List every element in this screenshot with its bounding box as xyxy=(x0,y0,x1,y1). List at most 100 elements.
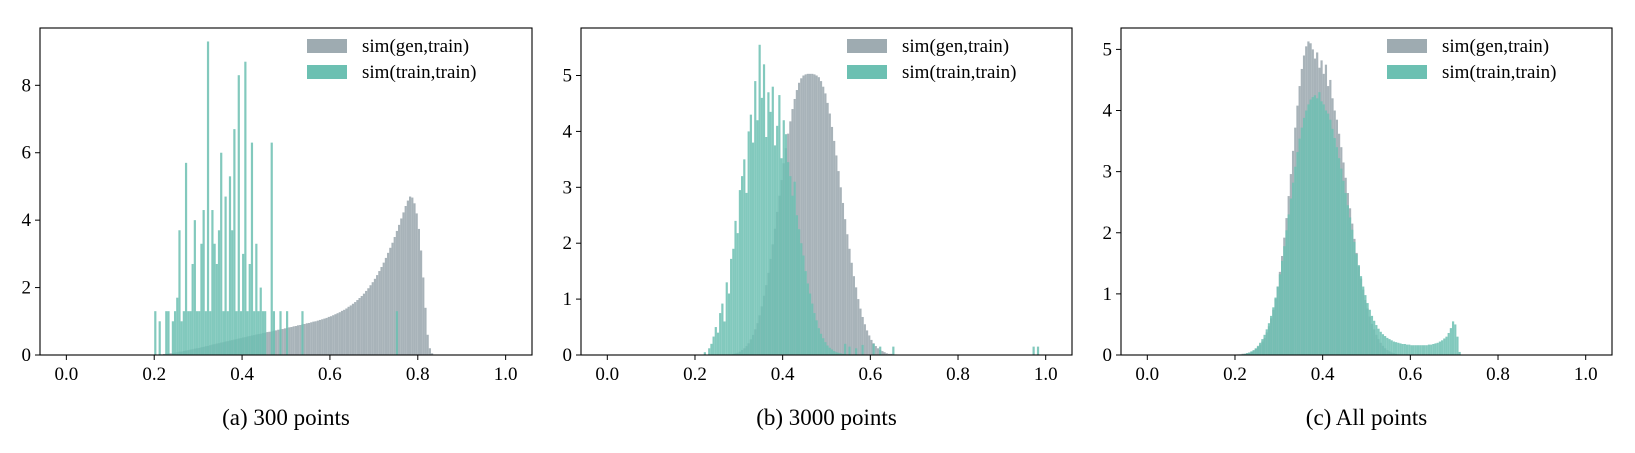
histogram-bar xyxy=(1436,342,1439,355)
histogram-bar xyxy=(239,311,243,355)
histogram-bar xyxy=(395,230,399,355)
histogram-bar xyxy=(771,86,774,355)
histogram-bar xyxy=(826,102,829,356)
histogram-bar xyxy=(1270,315,1273,355)
histogram-bar xyxy=(323,318,326,355)
histogram-bar xyxy=(169,353,172,355)
histogram-bar xyxy=(852,276,855,355)
histogram-bar xyxy=(1351,229,1354,355)
histogram-bar xyxy=(171,321,174,355)
histogram-bar xyxy=(1397,342,1400,355)
histogram-bar xyxy=(182,311,185,355)
histogram-bar xyxy=(259,287,262,355)
histogram-bar xyxy=(1399,343,1402,355)
histogram-bar xyxy=(270,142,273,355)
histogram-bar xyxy=(1362,286,1365,355)
histogram-bar xyxy=(1333,138,1336,355)
histogram-bar xyxy=(804,74,807,355)
histogram-bar xyxy=(863,324,866,355)
histogram-bar xyxy=(1287,214,1290,355)
y-tick-label: 3 xyxy=(563,177,573,198)
histogram-bar xyxy=(743,159,746,355)
histogram-bar xyxy=(876,348,880,355)
histogram-bar xyxy=(1357,265,1360,355)
histogram-bar xyxy=(231,230,234,355)
histogram-bar xyxy=(301,311,304,355)
histogram-bar xyxy=(813,313,816,355)
y-tick-label: 5 xyxy=(563,66,573,87)
histogram-bar xyxy=(376,275,379,355)
histogram-bar xyxy=(338,312,341,355)
x-tick-label: 1.0 xyxy=(494,364,518,385)
histogram-bar xyxy=(1373,320,1376,355)
histogram-bar xyxy=(806,73,809,355)
histogram-bar xyxy=(855,348,858,355)
histogram-bar xyxy=(279,311,282,355)
histogram-bar xyxy=(795,215,798,355)
histogram-bar xyxy=(859,308,862,355)
histogram-bar xyxy=(294,326,297,355)
histogram-bar xyxy=(426,334,429,355)
histogram-bar xyxy=(184,162,188,355)
histogram-bar xyxy=(848,248,851,355)
histogram-bar xyxy=(824,93,827,356)
x-tick-label: 0.0 xyxy=(54,364,78,385)
histogram-bar xyxy=(1318,92,1321,356)
x-tick-label: 0.0 xyxy=(595,364,619,385)
histogram-bar xyxy=(268,331,271,355)
histogram-bar xyxy=(703,352,706,355)
axes-frame xyxy=(1120,27,1613,356)
histogram-bar xyxy=(804,271,807,355)
histogram-bar xyxy=(881,351,884,355)
histogram-bar xyxy=(296,325,300,355)
histogram-bar xyxy=(264,311,267,355)
histogram-bar xyxy=(727,293,731,355)
histogram-bar xyxy=(835,155,838,355)
histogram-bar xyxy=(428,348,431,355)
histogram-bar xyxy=(1267,323,1271,355)
histogram-bar xyxy=(1443,338,1446,355)
histogram-bar xyxy=(741,176,744,355)
histogram-bar xyxy=(844,219,847,355)
histogram-bar xyxy=(1296,152,1299,355)
histogram-bar xyxy=(1395,342,1398,355)
histogram-bar xyxy=(789,176,792,355)
histogram-bar xyxy=(158,321,161,355)
histogram-bar xyxy=(1259,342,1262,355)
histogram-bar xyxy=(719,313,722,355)
histogram-bar xyxy=(892,346,895,355)
histogram-bar xyxy=(830,349,834,355)
histogram-bar xyxy=(1364,295,1367,355)
histogram-bar xyxy=(714,327,717,355)
histogram-bar xyxy=(1338,158,1341,355)
histogram-bar xyxy=(1419,345,1422,355)
histogram-bar xyxy=(226,311,229,355)
histogram-bar xyxy=(1423,345,1426,355)
histogram-bar xyxy=(802,75,805,355)
histogram-bar xyxy=(257,311,260,355)
histogram-bar xyxy=(235,311,238,355)
histogram-bar xyxy=(784,134,788,355)
histogram-bar xyxy=(778,95,781,355)
histogram-bar xyxy=(738,190,742,355)
histogram-bar xyxy=(409,196,412,355)
histogram-bar xyxy=(1377,328,1380,355)
histogram-bar xyxy=(798,82,801,355)
histogram-bar xyxy=(841,202,845,355)
histogram-bar xyxy=(1313,95,1317,355)
histogram-bar xyxy=(1368,309,1371,355)
y-tick-label: 5 xyxy=(1103,39,1113,60)
histogram-bar xyxy=(890,353,893,355)
histogram-bar xyxy=(398,224,401,355)
histogram-bar xyxy=(288,327,291,355)
y-tick-label: 2 xyxy=(1103,223,1113,244)
histogram-bar xyxy=(839,353,842,355)
histogram-bar xyxy=(378,271,381,355)
x-tick-label: 1.0 xyxy=(1574,364,1598,385)
histogram-bar xyxy=(211,210,214,355)
histogram-bar xyxy=(356,300,359,355)
histogram-bar xyxy=(1322,104,1325,356)
histogram-bar xyxy=(329,316,333,355)
